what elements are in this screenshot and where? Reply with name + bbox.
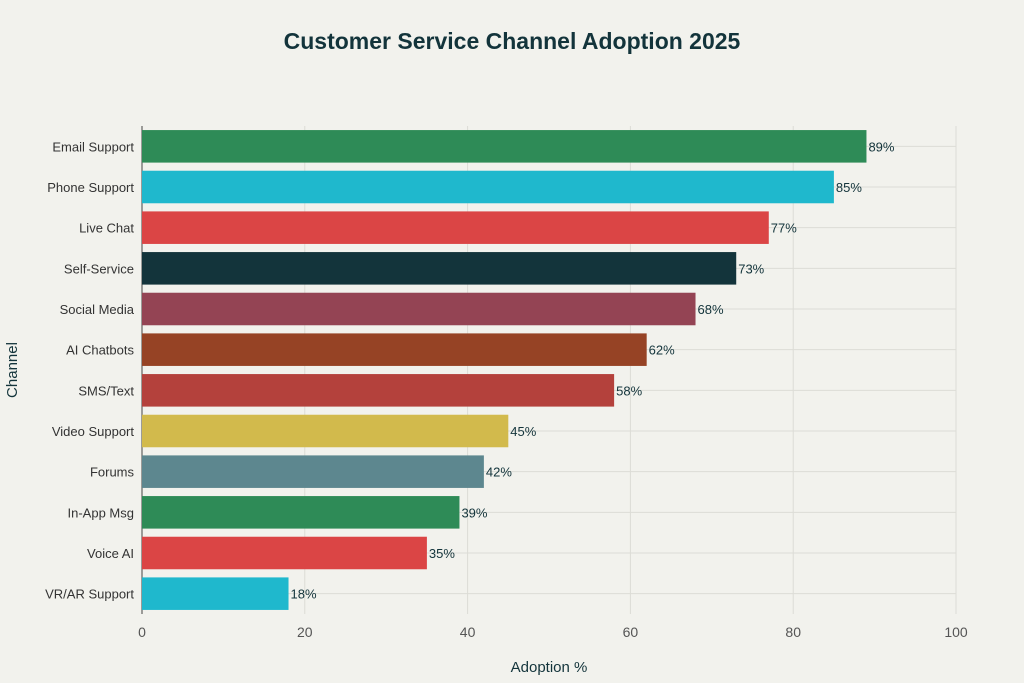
x-tick-label: 40 [460, 624, 476, 640]
data-label: 39% [461, 505, 487, 520]
data-label: 85% [836, 180, 862, 195]
category-label: SMS/Text [78, 383, 134, 398]
data-label: 35% [429, 546, 455, 561]
bar[interactable] [142, 374, 615, 407]
bar[interactable] [142, 496, 460, 529]
category-label: Forums [90, 465, 135, 480]
data-label: 58% [616, 383, 642, 398]
category-label: Phone Support [47, 180, 134, 195]
x-tick-labels: 0 20 40 60 80 100 [138, 624, 968, 640]
bar[interactable] [142, 577, 289, 610]
bars [142, 130, 867, 610]
bar[interactable] [142, 170, 834, 204]
bar[interactable] [142, 455, 484, 488]
chart-title: Customer Service Channel Adoption 2025 [283, 28, 741, 54]
bar[interactable] [142, 252, 737, 285]
data-label: 62% [649, 343, 675, 358]
category-label: Self-Service [64, 261, 134, 276]
value-labels: 89% 85% 77% 73% 68% 62% 58% 45% 42% 39% 35% 18% [291, 139, 895, 601]
category-label: VR/AR Support [45, 587, 134, 602]
x-tick-label: 60 [623, 624, 639, 640]
category-label: In-App Msg [68, 505, 134, 520]
data-label: 89% [868, 139, 894, 154]
data-label: 42% [486, 465, 512, 480]
data-label: 73% [738, 261, 764, 276]
y-axis-title: Channel [4, 342, 21, 398]
category-label: Live Chat [79, 221, 134, 236]
data-label: 45% [510, 424, 536, 439]
bar[interactable] [142, 292, 696, 326]
category-label: Video Support [52, 424, 135, 439]
x-tick-label: 100 [944, 624, 968, 640]
category-label: Email Support [52, 139, 134, 154]
bar[interactable] [142, 536, 427, 570]
category-label: AI Chatbots [66, 343, 134, 358]
data-label: 18% [291, 587, 317, 602]
category-label: Social Media [60, 302, 135, 317]
data-label: 68% [698, 302, 724, 317]
bar[interactable] [142, 211, 769, 244]
x-tick-label: 0 [138, 624, 146, 640]
bar[interactable] [142, 414, 509, 448]
data-label: 77% [771, 221, 797, 236]
bar[interactable] [142, 130, 867, 163]
bar[interactable] [142, 333, 647, 366]
category-label: Voice AI [87, 546, 134, 561]
x-axis-title: Adoption % [511, 659, 588, 676]
x-tick-label: 20 [297, 624, 313, 640]
category-labels: Email Support Phone Support Live Chat Self-… [45, 139, 135, 601]
x-tick-label: 80 [785, 624, 801, 640]
